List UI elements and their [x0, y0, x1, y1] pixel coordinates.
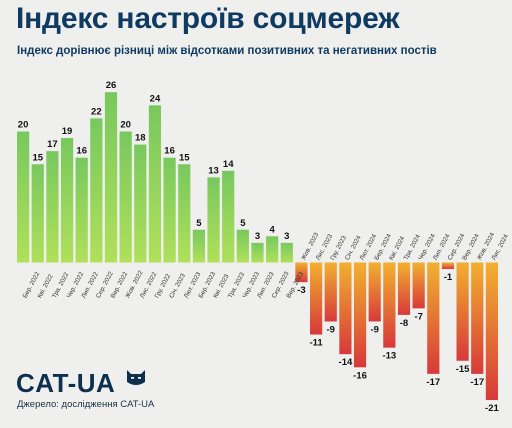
bar	[119, 131, 132, 263]
value-label: 3	[255, 231, 260, 242]
value-label: 17	[47, 139, 58, 150]
brand-logo: CAT-UA	[16, 368, 116, 398]
bar	[353, 262, 367, 368]
value-label: -3	[297, 285, 305, 296]
value-label: -14	[339, 357, 353, 368]
source-note: Джерело: дослідження CAT-UA	[17, 399, 155, 410]
value-label: 16	[164, 146, 175, 157]
bar	[104, 92, 118, 263]
bar	[17, 131, 30, 263]
value-label: 5	[240, 218, 246, 229]
bar	[427, 262, 440, 374]
bar	[222, 170, 235, 263]
value-label: -21	[485, 403, 499, 414]
value-label: 22	[91, 106, 102, 117]
bar	[75, 157, 88, 263]
bar	[324, 262, 337, 322]
cat-icon	[127, 370, 145, 385]
value-label: 15	[32, 152, 43, 163]
value-label: -11	[309, 338, 323, 349]
value-label: 15	[179, 152, 190, 163]
bar	[134, 144, 147, 263]
bar	[471, 262, 484, 374]
bar	[310, 262, 323, 335]
bar	[236, 229, 249, 263]
value-label: 24	[150, 93, 161, 104]
value-label: 26	[106, 80, 117, 91]
value-label: -8	[400, 318, 408, 329]
bar	[441, 262, 455, 270]
bar	[207, 177, 220, 263]
value-label: -1	[444, 272, 453, 283]
bar	[485, 262, 498, 401]
bar	[148, 105, 162, 263]
value-label: 19	[62, 126, 73, 137]
value-label: -7	[414, 311, 422, 322]
bar	[280, 242, 293, 263]
bar	[295, 262, 308, 283]
bar	[383, 262, 396, 348]
bar	[368, 262, 381, 322]
bar	[163, 157, 176, 263]
value-label: -17	[470, 377, 484, 388]
bar	[192, 229, 205, 263]
value-label: 13	[208, 165, 219, 176]
value-label: 20	[18, 120, 29, 131]
value-label: 4	[270, 224, 276, 235]
value-label: -9	[327, 324, 335, 335]
bar	[266, 236, 279, 263]
value-label: -16	[353, 370, 367, 381]
value-label: 5	[196, 218, 202, 229]
bar	[46, 151, 59, 263]
value-label: -15	[456, 364, 470, 375]
value-label: 20	[120, 120, 131, 131]
value-label: -13	[382, 351, 396, 362]
chart-subtitle: Індекс дорівнює різниці між відсотками п…	[17, 45, 437, 57]
bar	[412, 262, 425, 309]
bar	[251, 242, 264, 263]
bar	[397, 262, 411, 315]
bar	[456, 262, 469, 361]
value-label: -17	[426, 377, 440, 388]
bar	[339, 262, 352, 355]
bar	[178, 164, 191, 263]
bar	[90, 118, 103, 263]
value-label: 3	[284, 231, 289, 242]
value-label: 16	[76, 146, 87, 157]
value-label: -9	[370, 324, 378, 335]
value-label: 18	[135, 133, 146, 144]
value-label: 14	[223, 159, 234, 170]
bar	[31, 164, 44, 263]
bar	[60, 138, 74, 263]
chart-title: Індекс настроїв соцмереж	[16, 2, 400, 35]
